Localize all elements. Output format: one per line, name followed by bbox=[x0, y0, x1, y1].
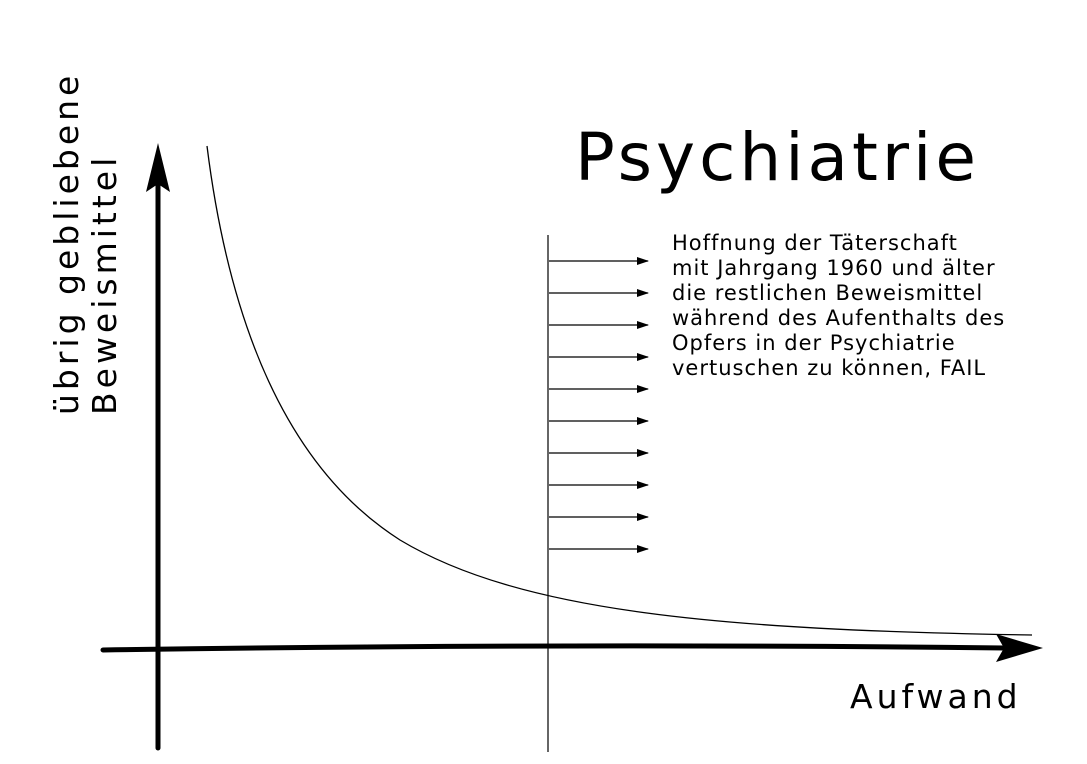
y-axis-label-line-1: übrig gebliebene bbox=[47, 72, 86, 415]
x-axis-line bbox=[100, 643, 1008, 653]
x-axis-label: Aufwand bbox=[850, 677, 1022, 716]
annotation-line-3: die restlichen Beweismittel bbox=[672, 281, 983, 305]
annotation-line-4: während des Aufenthalts des bbox=[672, 306, 1005, 330]
y-axis-label-line-2: Beweismittel bbox=[85, 154, 124, 415]
x-axis-arrowhead bbox=[996, 634, 1043, 662]
y-axis-arrowhead bbox=[146, 143, 170, 192]
diagram-title: Psychiatrie bbox=[575, 119, 980, 196]
decay-curve bbox=[206, 145, 1033, 636]
annotation-line-6: vertuschen zu können, FAIL bbox=[672, 356, 986, 380]
annotation-line-5: Opfers in der Psychiatrie bbox=[672, 331, 956, 355]
y-axis-label: übrig gebliebene Beweismittel bbox=[47, 72, 124, 415]
annotation-line-2: mit Jahrgang 1960 und älter bbox=[672, 256, 996, 280]
hope-arrows bbox=[549, 257, 649, 553]
annotation-line-1: Hoffnung der Täterschaft bbox=[672, 231, 958, 255]
